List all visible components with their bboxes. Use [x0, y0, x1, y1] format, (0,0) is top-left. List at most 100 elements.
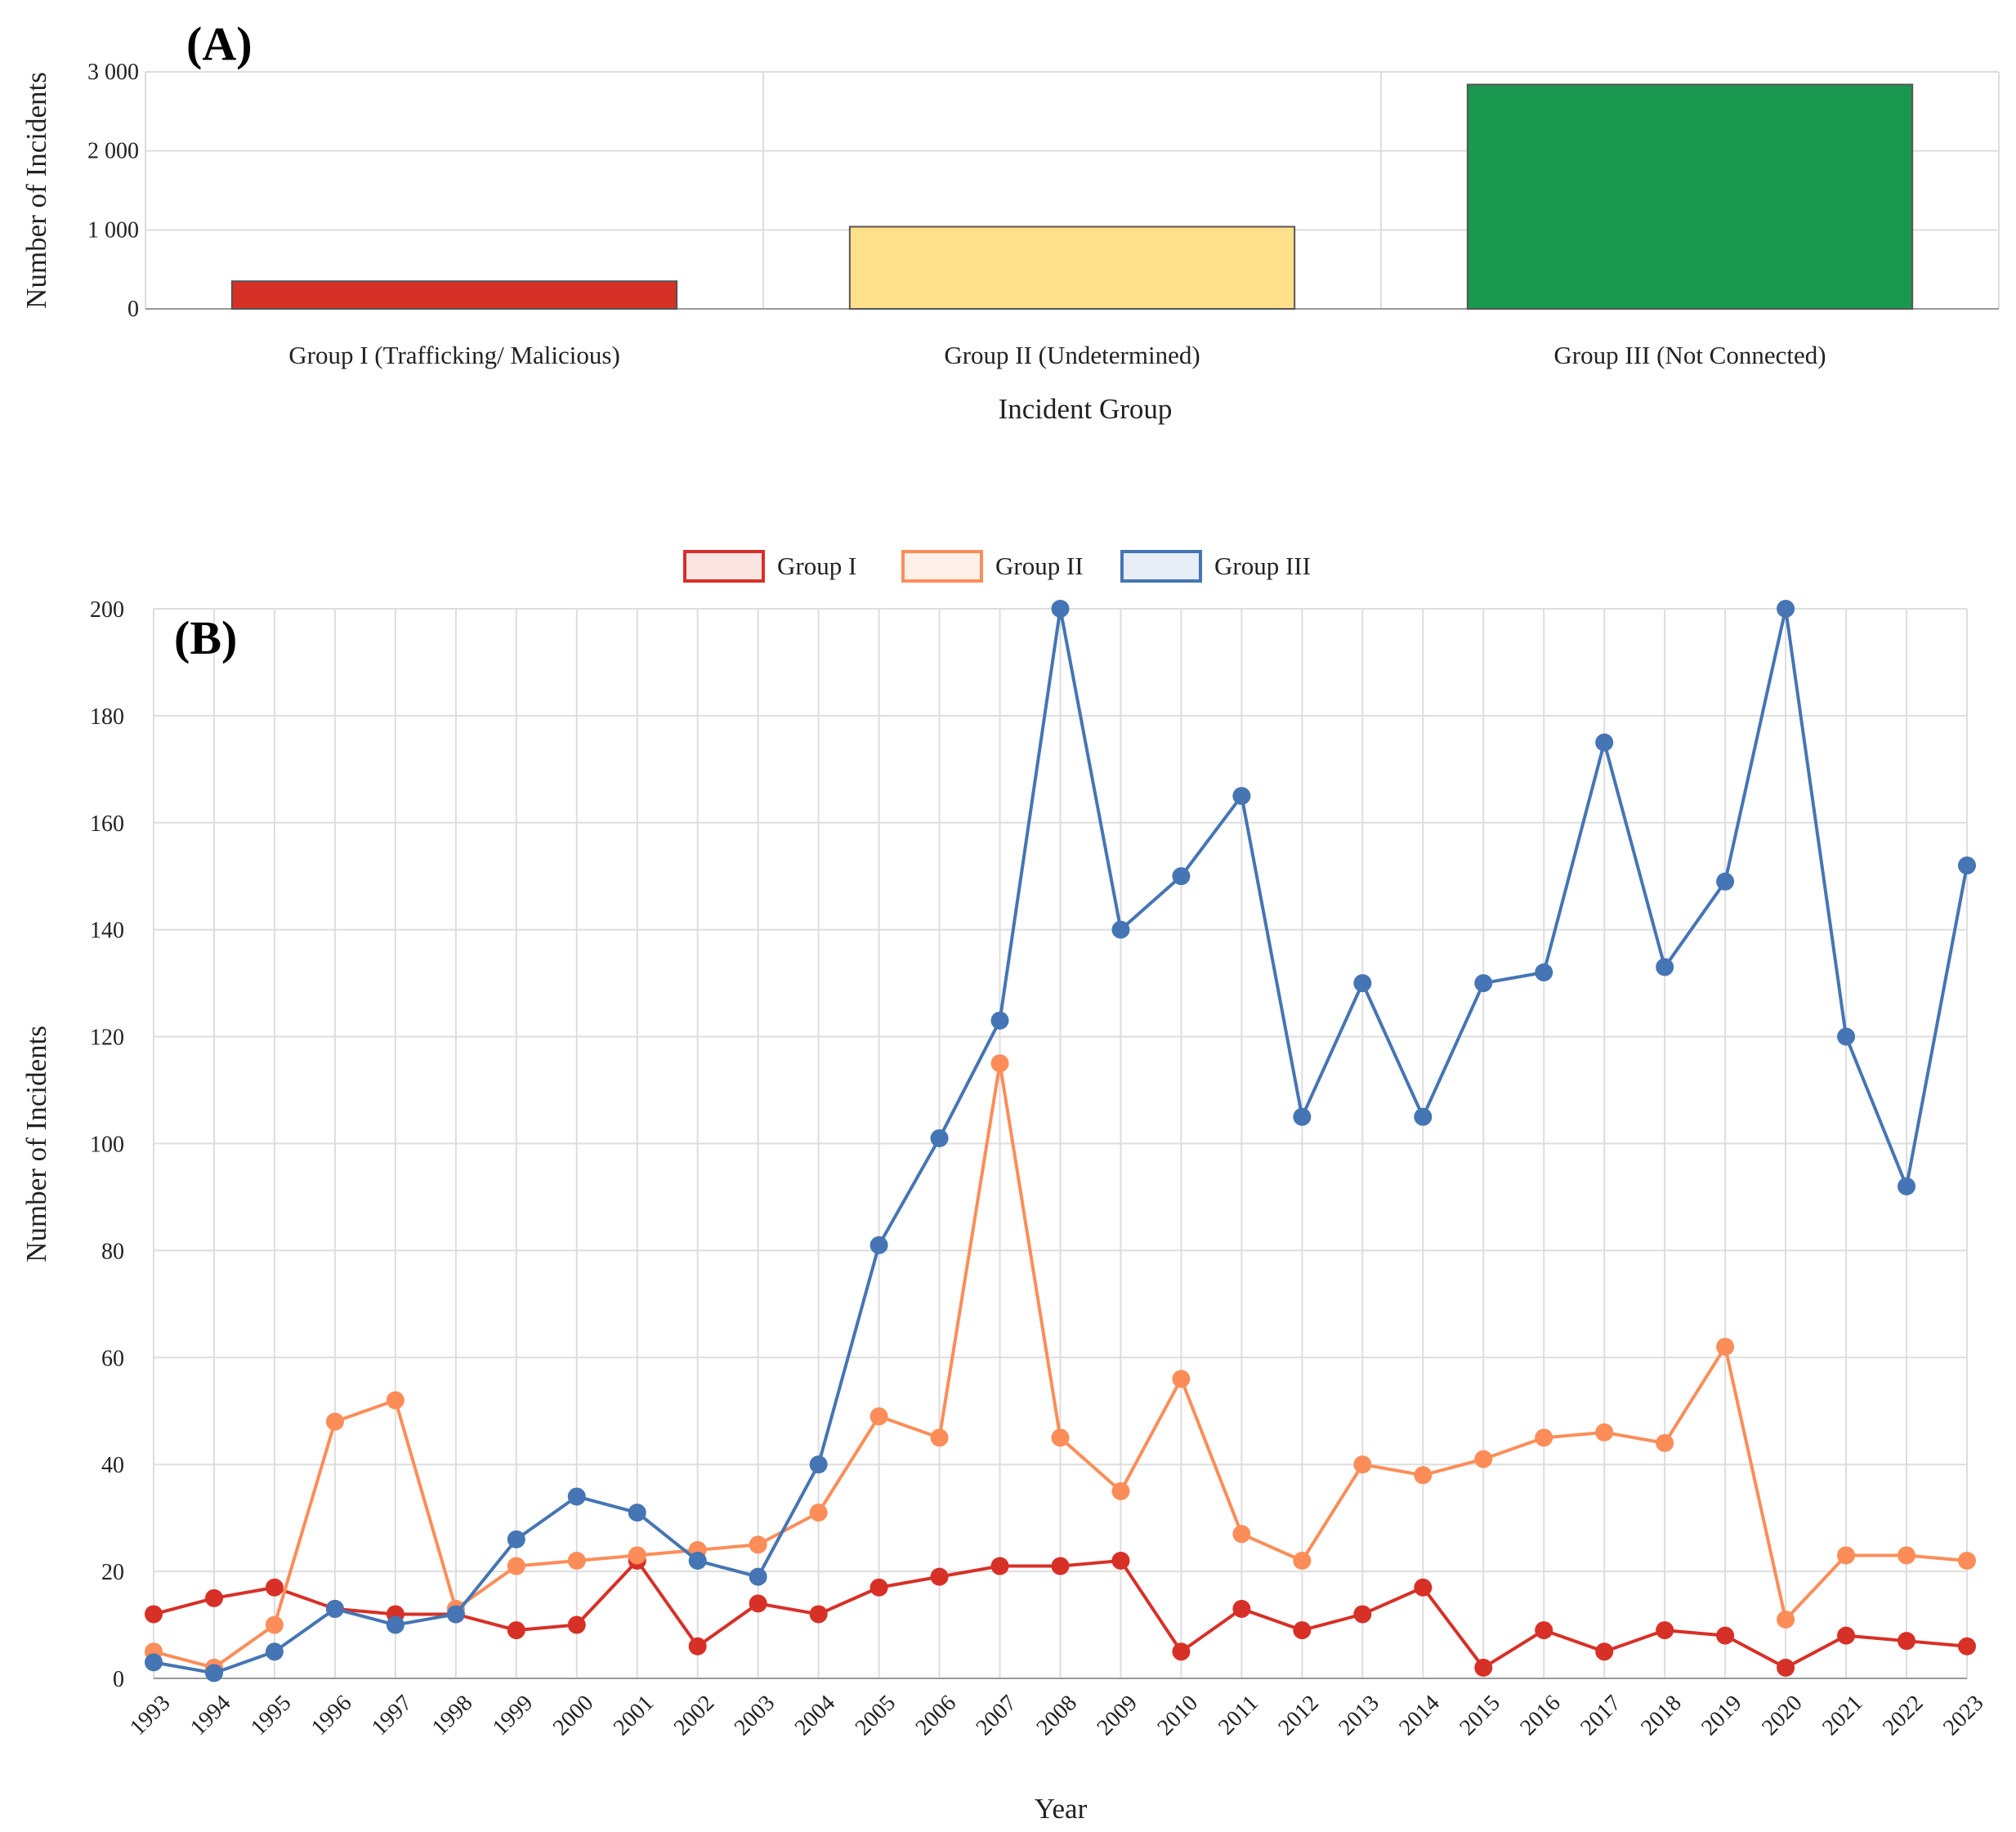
panel-b-label: (B) [174, 611, 237, 664]
data-point-group2 [1656, 1434, 1674, 1453]
data-point-group3 [265, 1642, 284, 1661]
data-point-group2 [1958, 1552, 1976, 1571]
panel-b-x-tick-label: 2006 [911, 1691, 962, 1741]
panel-b-x-tick-label: 1996 [306, 1691, 357, 1741]
panel-a-y-axis-title: Number of Incidents [20, 72, 52, 309]
data-point-group3 [1656, 958, 1674, 976]
data-point-group1 [1777, 1658, 1795, 1677]
data-point-group2 [749, 1535, 767, 1554]
panel-b-y-tick-label: 0 [113, 1667, 124, 1692]
panel-b-y-ticks: 0 20 40 60 80 100 120 140 160 180 200 [90, 597, 124, 1692]
panel-b-x-tick-label: 2023 [1938, 1691, 1989, 1741]
legend-swatch-group1 [683, 550, 765, 583]
panel-b-x-tick-label: 2003 [730, 1691, 780, 1741]
panel-b-y-axis-title: Number of Incidents [20, 1025, 52, 1262]
series-group3 [145, 600, 1976, 1682]
data-point-group2 [1172, 1370, 1191, 1388]
data-point-group1 [869, 1578, 888, 1597]
panel-a-y-ticks: 0 1 000 2 000 3 000 [87, 60, 139, 322]
legend-swatch-group2 [901, 550, 983, 583]
panel-b-x-tick-label: 1995 [246, 1691, 297, 1741]
data-point-group2 [1595, 1423, 1614, 1441]
data-point-group1 [1837, 1626, 1856, 1645]
panel-b-y-tick-label: 160 [90, 811, 124, 837]
panel-b-y-tick-label: 200 [90, 597, 124, 623]
data-point-group1 [688, 1637, 707, 1656]
panel-a-y-tick-label: 0 [127, 297, 139, 322]
data-point-group2 [1111, 1481, 1130, 1500]
data-point-group1 [507, 1621, 525, 1640]
panel-b-y-tick-label: 80 [101, 1239, 124, 1264]
data-point-group3 [1716, 872, 1735, 891]
data-point-group1 [1353, 1605, 1372, 1624]
data-point-group3 [507, 1530, 525, 1548]
panel-b-x-tick-label: 1994 [186, 1691, 236, 1741]
data-point-group2 [1837, 1546, 1856, 1565]
panel-a-x-tick-label: Group III (Not Connected) [1553, 341, 1826, 369]
data-point-group3 [1474, 974, 1493, 993]
data-point-group2 [1051, 1428, 1070, 1447]
data-point-group3 [386, 1615, 405, 1634]
panel-a-y-tick-label: 3 000 [87, 60, 139, 85]
panel-b-x-tick-label: 2022 [1878, 1691, 1929, 1741]
legend-label-group3: Group III [1214, 552, 1311, 580]
data-point-group2 [507, 1557, 525, 1575]
data-point-group3 [1777, 600, 1795, 618]
panel-b-x-tick-label: 2013 [1334, 1691, 1384, 1741]
panel-a-x-axis-title: Incident Group [999, 393, 1173, 425]
panel-b-y-tick-label: 20 [101, 1560, 124, 1585]
data-point-group2 [930, 1428, 949, 1447]
panel-b-x-tick-label: 2020 [1757, 1691, 1808, 1741]
data-point-group1 [1051, 1557, 1070, 1575]
data-point-group1 [1716, 1626, 1735, 1645]
panel-b-y-tick-label: 100 [90, 1133, 124, 1158]
data-point-group3 [1837, 1027, 1856, 1046]
panel-a-bar-3 [1466, 83, 1914, 310]
panel-a-bar-chart: (A) 0 1 000 2 000 3 000 Group I (Traffickin… [20, 17, 2000, 425]
data-point-group2 [265, 1615, 284, 1634]
panel-b-x-tick-label: 2015 [1455, 1691, 1505, 1741]
data-point-group3 [145, 1653, 163, 1672]
data-point-group3 [1172, 867, 1191, 886]
panel-b-x-tick-label: 1993 [125, 1691, 176, 1741]
data-point-group3 [1414, 1107, 1433, 1126]
data-point-group3 [749, 1567, 767, 1586]
data-point-group1 [930, 1567, 949, 1586]
data-point-group1 [1414, 1578, 1433, 1597]
panel-b-x-tick-label: 2001 [609, 1691, 659, 1741]
panel-b-x-tick-label: 1999 [488, 1691, 539, 1741]
data-point-group1 [809, 1605, 828, 1624]
data-point-group1 [749, 1594, 767, 1613]
data-point-group3 [1958, 856, 1976, 875]
data-point-group3 [869, 1235, 888, 1254]
panel-a-y-tick-label: 2 000 [87, 139, 139, 164]
data-point-group3 [446, 1605, 465, 1624]
data-point-group1 [1595, 1642, 1614, 1661]
panel-b-x-tick-label: 2017 [1576, 1691, 1626, 1741]
data-point-group2 [1777, 1611, 1795, 1629]
data-point-group1 [204, 1588, 223, 1607]
data-point-group1 [567, 1615, 586, 1634]
panel-b-y-tick-label: 140 [90, 918, 124, 944]
data-point-group3 [628, 1504, 646, 1522]
panel-b-x-tick-label: 2014 [1394, 1691, 1445, 1741]
data-point-group1 [1535, 1621, 1553, 1640]
series-group2 [145, 1054, 1976, 1677]
data-point-group2 [325, 1412, 344, 1431]
data-point-group1 [145, 1605, 163, 1624]
data-point-group3 [688, 1552, 707, 1571]
panel-b-x-ticks: 1993 1994 1995 1996 1997 1998 1999 2000 2001 2002… [125, 1691, 1989, 1741]
data-point-group2 [1535, 1428, 1553, 1447]
panel-b-x-tick-label: 2011 [1214, 1691, 1263, 1740]
panel-a-x-tick-label: Group I (Trafficking/ Malicious) [288, 341, 620, 369]
panel-b-y-tick-label: 180 [90, 704, 124, 730]
data-point-group1 [1958, 1637, 1976, 1656]
data-point-group1 [1232, 1599, 1251, 1618]
data-point-group2 [809, 1504, 828, 1522]
panel-a-label: (A) [186, 17, 253, 70]
panel-b-y-tick-label: 40 [101, 1453, 124, 1478]
panel-a-bar-1 [230, 280, 678, 310]
panel-b-x-axis-title: Year [1035, 1793, 1088, 1825]
data-point-group3 [809, 1455, 828, 1474]
